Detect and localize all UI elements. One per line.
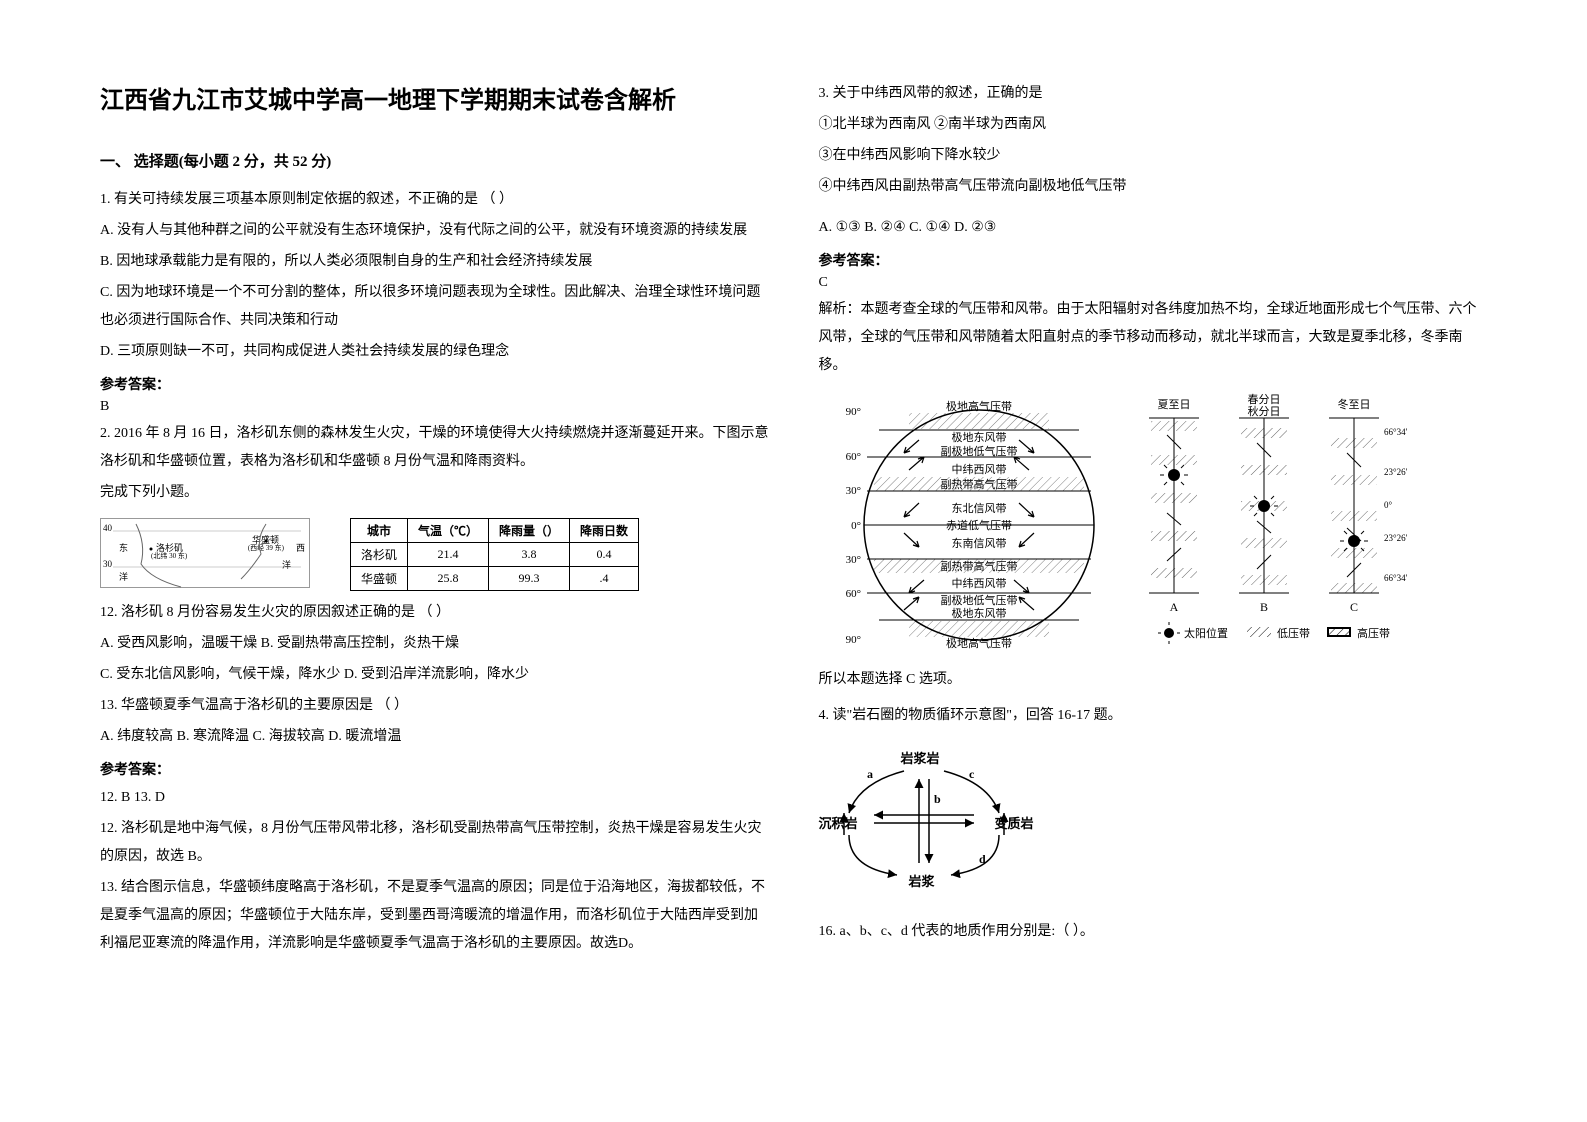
exp13: 13. 结合图示信息，华盛顿纬度略高于洛杉矶，不是夏季气温高的原因；同是位于沿海… <box>100 874 769 958</box>
q2-table: 城市 气温（℃） 降雨量（） 降雨日数 洛杉矶 21.4 3.8 0.4 华盛顿… <box>350 518 639 591</box>
band-label: 东南信风带 <box>951 537 1006 550</box>
node-right: 变质岩 <box>994 813 1033 832</box>
lat-label: 90° <box>845 406 860 418</box>
band-label: 极地高气压带 <box>946 636 1012 650</box>
td: 21.4 <box>408 543 489 567</box>
td: 25.8 <box>408 567 489 591</box>
q2-stem1: 2. 2016 年 8 月 16 日，洛杉矶东侧的森林发生火灾，干燥的环境使得大… <box>100 420 769 476</box>
td: 3.8 <box>489 543 570 567</box>
q1-optB: B. 因地球承载能力是有限的，所以人类必须限制自身的生产和社会经济持续发展 <box>100 248 769 276</box>
q2-figures: 40 30 洛杉矶 (北纬 30 东) 华盛顿 (西经 39 东) 东 西 洋 … <box>100 518 769 591</box>
q3-s3: ④中纬西风由副热带高气压带流向副极地低气压带 <box>819 173 1488 201</box>
col-h3: 冬至日 <box>1337 397 1370 411</box>
band-label: 中纬西风带 <box>951 463 1006 476</box>
edge-c: c <box>969 767 975 781</box>
q1-stem: 1. 有关可持续发展三项基本原则制定依据的叙述，不正确的是 （ ） <box>100 186 769 214</box>
td: 99.3 <box>489 567 570 591</box>
legend-high: 高压带 <box>1357 626 1390 640</box>
q1-ans-label: 参考答案： <box>100 374 769 394</box>
q12-stem: 12. 洛杉矶 8 月份容易发生火灾的原因叙述正确的是 （ ） <box>100 599 769 627</box>
lat-label: 0° <box>851 520 861 532</box>
td: 华盛顿 <box>351 567 408 591</box>
band-label: 副极地低气压带 <box>940 444 1017 458</box>
legend-low: 低压带 <box>1277 627 1310 640</box>
lat-label: 60° <box>845 451 860 463</box>
q1-ans: B <box>100 399 769 415</box>
col-h2b: 秋分日 <box>1247 404 1280 418</box>
band-label: 赤道低气压带 <box>946 518 1012 532</box>
q4-stem: 4. 读"岩石圈的物质循环示意图"，回答 16-17 题。 <box>819 702 1488 730</box>
edge-d: d <box>979 852 986 866</box>
node-bottom: 岩浆 <box>909 871 935 890</box>
band-label: 副极地低气压带 <box>940 593 1017 607</box>
exp12: 12. 洛杉矶是地中海气候，8 月份气压带风带北移，洛杉矶受副热带高气压带控制，… <box>100 815 769 871</box>
q3-exp: 解析：本题考查全球的气压带和风带。由于太阳辐射对各纬度加热不均，全球近地面形成七… <box>819 296 1488 380</box>
colC: C <box>1349 600 1357 614</box>
col-h2a: 春分日 <box>1247 393 1280 406</box>
q16-stem: 16. a、b、c、d 代表的地质作用分别是:（ ）。 <box>819 918 1488 946</box>
lat-label: 30° <box>845 485 860 497</box>
edge-b: b <box>934 792 941 806</box>
slat: 23°26' <box>1384 533 1408 543</box>
band-label: 中纬西风带 <box>951 577 1006 590</box>
th-days: 降雨日数 <box>570 519 639 543</box>
q13-opts: A. 纬度较高 B. 寒流降温 C. 海拔较高 D. 暖流增温 <box>100 723 769 751</box>
band-label: 东北信风带 <box>951 502 1006 515</box>
q3-diagram-row: 极地高气压带 极地东风带 副极地低气压带 中纬西风带 副热带高气压带 东北信风带… <box>819 393 1488 656</box>
td: 0.4 <box>570 543 639 567</box>
band-label: 副热带高气压带 <box>940 477 1017 491</box>
colB: B <box>1259 600 1267 614</box>
section-heading: 一、 选择题(每小题 2 分，共 52 分) <box>100 150 769 171</box>
q1-optA: A. 没有人与其他种群之间的公平就没有生态环境保护，没有代际之间的公平，就没有环… <box>100 217 769 245</box>
slat: 66°34' <box>1384 427 1408 437</box>
q2-map: 40 30 洛杉矶 (北纬 30 东) 华盛顿 (西经 39 东) 东 西 洋 … <box>100 518 310 588</box>
th-temp: 气温（℃） <box>408 519 489 543</box>
band-label: 极地东风带 <box>951 430 1006 444</box>
sun-position-diagram: 夏至日 春分日 秋分日 冬至日 <box>1129 393 1409 656</box>
table-row: 城市 气温（℃） 降雨量（） 降雨日数 <box>351 519 639 543</box>
q3-s1: ①北半球为西南风 ②南半球为西南风 <box>819 111 1488 139</box>
th-city: 城市 <box>351 519 408 543</box>
table-row: 洛杉矶 21.4 3.8 0.4 <box>351 543 639 567</box>
left-column: 江西省九江市艾城中学高一地理下学期期末试卷含解析 一、 选择题(每小题 2 分，… <box>100 80 769 1082</box>
band-label: 极地东风带 <box>951 606 1006 620</box>
q12-cd: C. 受东北信风影响，气候干燥，降水少 D. 受到沿岸洋流影响，降水少 <box>100 661 769 689</box>
slat: 23°26' <box>1384 467 1408 477</box>
table-row: 华盛顿 25.8 99.3 .4 <box>351 567 639 591</box>
q3-ans-label: 参考答案： <box>819 250 1488 270</box>
band-label: 副热带高气压带 <box>940 559 1017 573</box>
slat: 66°34' <box>1384 573 1408 583</box>
q3-s2: ③在中纬西风影响下降水较少 <box>819 142 1488 170</box>
td: 洛杉矶 <box>351 543 408 567</box>
right-column: 3. 关于中纬西风带的叙述，正确的是 ①北半球为西南风 ②南半球为西南风 ③在中… <box>819 80 1488 1082</box>
doc-title: 江西省九江市艾城中学高一地理下学期期末试卷含解析 <box>100 80 769 115</box>
lat-label: 30° <box>845 554 860 566</box>
lat-label: 90° <box>845 634 860 646</box>
colA: A <box>1169 600 1178 614</box>
slat: 0° <box>1384 500 1393 510</box>
node-left: 沉积岩 <box>819 813 858 832</box>
q1-optD: D. 三项原则缺一不可，共同构成促进人类社会持续发展的绿色理念 <box>100 338 769 366</box>
rock-cycle-diagram: a b c d 岩浆岩 沉积岩 变质岩 岩浆 <box>819 743 1029 893</box>
q13-stem: 13. 华盛顿夏季气温高于洛杉矶的主要原因是 （ ） <box>100 692 769 720</box>
th-rain: 降雨量（） <box>489 519 570 543</box>
q3-conclusion: 所以本题选择 C 选项。 <box>819 666 1488 694</box>
legend-sun: 太阳位置 <box>1184 626 1228 640</box>
q12-ab: A. 受西风影响，温暖干燥 B. 受副热带高压控制，炎热干燥 <box>100 630 769 658</box>
band-label: 极地高气压带 <box>946 399 1012 413</box>
q3-stem: 3. 关于中纬西风带的叙述，正确的是 <box>819 80 1488 108</box>
q2-ans-label: 参考答案： <box>100 759 769 779</box>
q3-ans: C <box>819 275 1488 291</box>
q2-stem2: 完成下列小题。 <box>100 479 769 507</box>
td: .4 <box>570 567 639 591</box>
edge-a: a <box>867 767 873 781</box>
q1-optC: C. 因为地球环境是一个不可分割的整体，所以很多环境问题表现为全球性。因此解决、… <box>100 279 769 335</box>
col-h1: 夏至日 <box>1157 398 1190 411</box>
q2-ans: 12. B 13. D <box>100 784 769 812</box>
pressure-belt-diagram: 极地高气压带 极地东风带 副极地低气压带 中纬西风带 副热带高气压带 东北信风带… <box>819 395 1109 655</box>
q3-opts: A. ①③ B. ②④ C. ①④ D. ②③ <box>819 214 1488 242</box>
node-top: 岩浆岩 <box>901 748 940 767</box>
lat-label: 60° <box>845 588 860 600</box>
